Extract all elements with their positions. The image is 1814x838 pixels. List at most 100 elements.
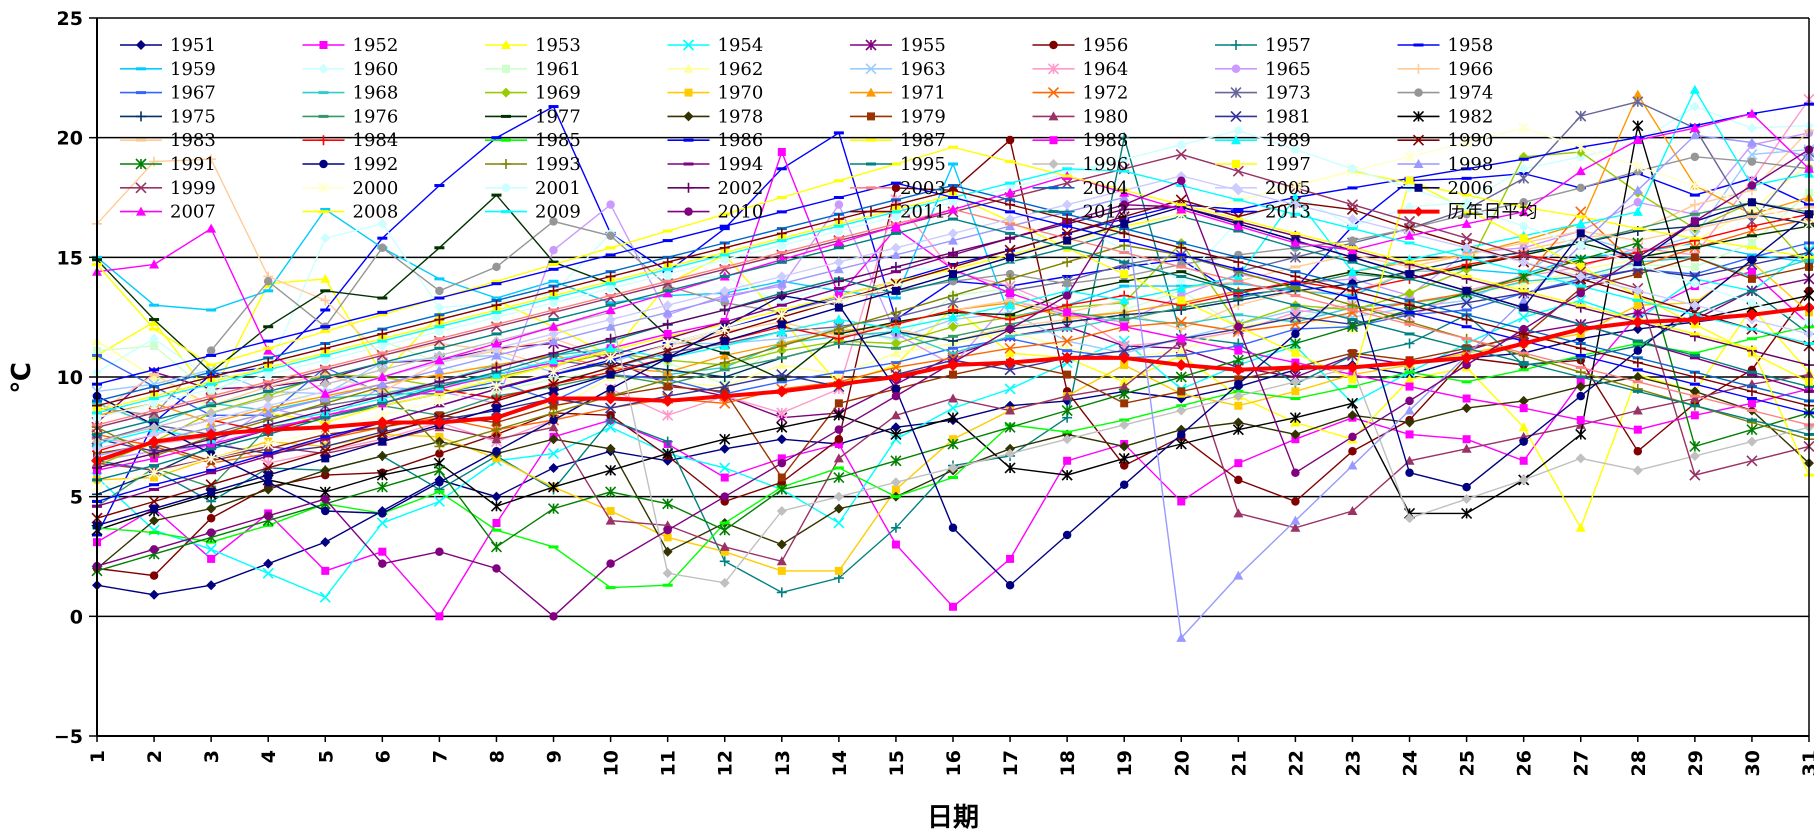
data-point: [776, 421, 788, 433]
data-point: [148, 467, 160, 479]
data-point: [1404, 374, 1415, 384]
data-point: [776, 483, 788, 496]
data-point: [376, 517, 388, 529]
data-point: [262, 423, 275, 436]
data-point: [435, 478, 444, 487]
legend-item: 1978: [667, 106, 763, 127]
data-point: [206, 403, 217, 413]
legend-label: 1969: [535, 83, 581, 104]
data-point: [606, 384, 615, 394]
legend-label: 2000: [353, 178, 399, 199]
data-point: [947, 402, 959, 414]
data-point: [1461, 259, 1472, 270]
data-point: [1632, 285, 1643, 296]
series-layer: [91, 84, 1814, 642]
data-point: [1006, 253, 1015, 262]
legend-item: 1955: [850, 35, 946, 56]
legend-label: 1982: [1448, 106, 1494, 127]
legend-label: 1970: [718, 83, 764, 104]
legend-label: 1958: [1448, 35, 1494, 56]
data-point: [834, 440, 843, 449]
legend-label: 1974: [1448, 83, 1494, 104]
data-point: [1746, 386, 1757, 397]
data-point: [834, 566, 843, 575]
data-point: [434, 314, 445, 325]
data-point: [547, 448, 560, 460]
data-point: [605, 321, 616, 331]
data-point: [776, 228, 787, 239]
data-point: [150, 504, 159, 513]
data-point: [207, 389, 216, 398]
legend-swatch-marker: [1413, 63, 1424, 74]
data-point: [1461, 242, 1472, 253]
data-point: [1177, 430, 1186, 439]
data-point: [1234, 475, 1243, 485]
legend-label: 1985: [535, 130, 581, 151]
legend-swatch-marker: [502, 64, 510, 73]
legend-item: 2007: [120, 202, 216, 223]
data-point: [1461, 218, 1472, 228]
data-point: [1461, 494, 1472, 505]
data-point: [1061, 335, 1073, 347]
data-point: [1632, 160, 1644, 172]
data-point: [890, 261, 901, 272]
data-point: [1576, 183, 1585, 193]
legend-swatch-marker: [1230, 87, 1242, 99]
legend-swatch-marker: [501, 183, 511, 193]
data-point: [1348, 164, 1357, 174]
data-point: [1291, 497, 1300, 506]
data-point: [890, 477, 901, 488]
legend-item: 2004: [1032, 178, 1128, 199]
data-point: [1177, 334, 1186, 343]
data-point: [1062, 530, 1072, 540]
data-point: [662, 307, 673, 317]
data-point: [1747, 274, 1756, 283]
legend-item: 1994: [667, 154, 763, 175]
data-point: [1632, 206, 1643, 216]
data-point: [947, 359, 959, 372]
legend-item: 1977: [485, 106, 581, 127]
legend-label: 1971: [900, 83, 946, 104]
data-point: [662, 319, 673, 330]
legend-swatch-marker: [135, 182, 147, 194]
legend-label: 1961: [535, 59, 581, 80]
data-point: [1118, 388, 1130, 400]
data-point: [720, 547, 729, 556]
data-point: [1632, 405, 1643, 415]
legend-label: 1951: [170, 35, 216, 56]
data-point: [378, 547, 387, 556]
legend-label: 2009: [535, 202, 581, 223]
data-point: [834, 399, 843, 408]
data-point: [1690, 279, 1700, 288]
y-tick-label: 10: [57, 367, 83, 389]
x-tick-label: 31: [1799, 750, 1814, 776]
data-point: [948, 185, 958, 196]
data-point: [491, 362, 502, 373]
data-point: [377, 328, 388, 339]
data-point: [1575, 218, 1586, 228]
data-point: [1004, 342, 1016, 354]
legend-item: 1953: [485, 35, 581, 56]
data-point: [1576, 391, 1585, 401]
data-point: [1689, 199, 1700, 210]
legend-item: 2009: [485, 202, 581, 223]
legend-item: 1987: [850, 130, 946, 151]
data-point: [1517, 337, 1530, 350]
data-point: [662, 288, 673, 298]
data-point: [491, 369, 502, 379]
legend-label: 1955: [900, 35, 946, 56]
data-point: [1461, 443, 1472, 453]
legend-label: 2002: [718, 178, 764, 199]
data-point: [1575, 522, 1586, 532]
legend-item: 1952: [302, 35, 398, 56]
data-point: [1348, 253, 1357, 262]
data-point: [1291, 145, 1300, 154]
data-point: [1575, 141, 1587, 153]
data-point: [1348, 446, 1357, 456]
data-point: [1232, 363, 1245, 376]
legend-label: 1983: [170, 130, 216, 151]
data-point: [776, 556, 787, 566]
data-point: [947, 438, 959, 450]
data-point: [1518, 328, 1529, 339]
data-point: [378, 437, 387, 446]
